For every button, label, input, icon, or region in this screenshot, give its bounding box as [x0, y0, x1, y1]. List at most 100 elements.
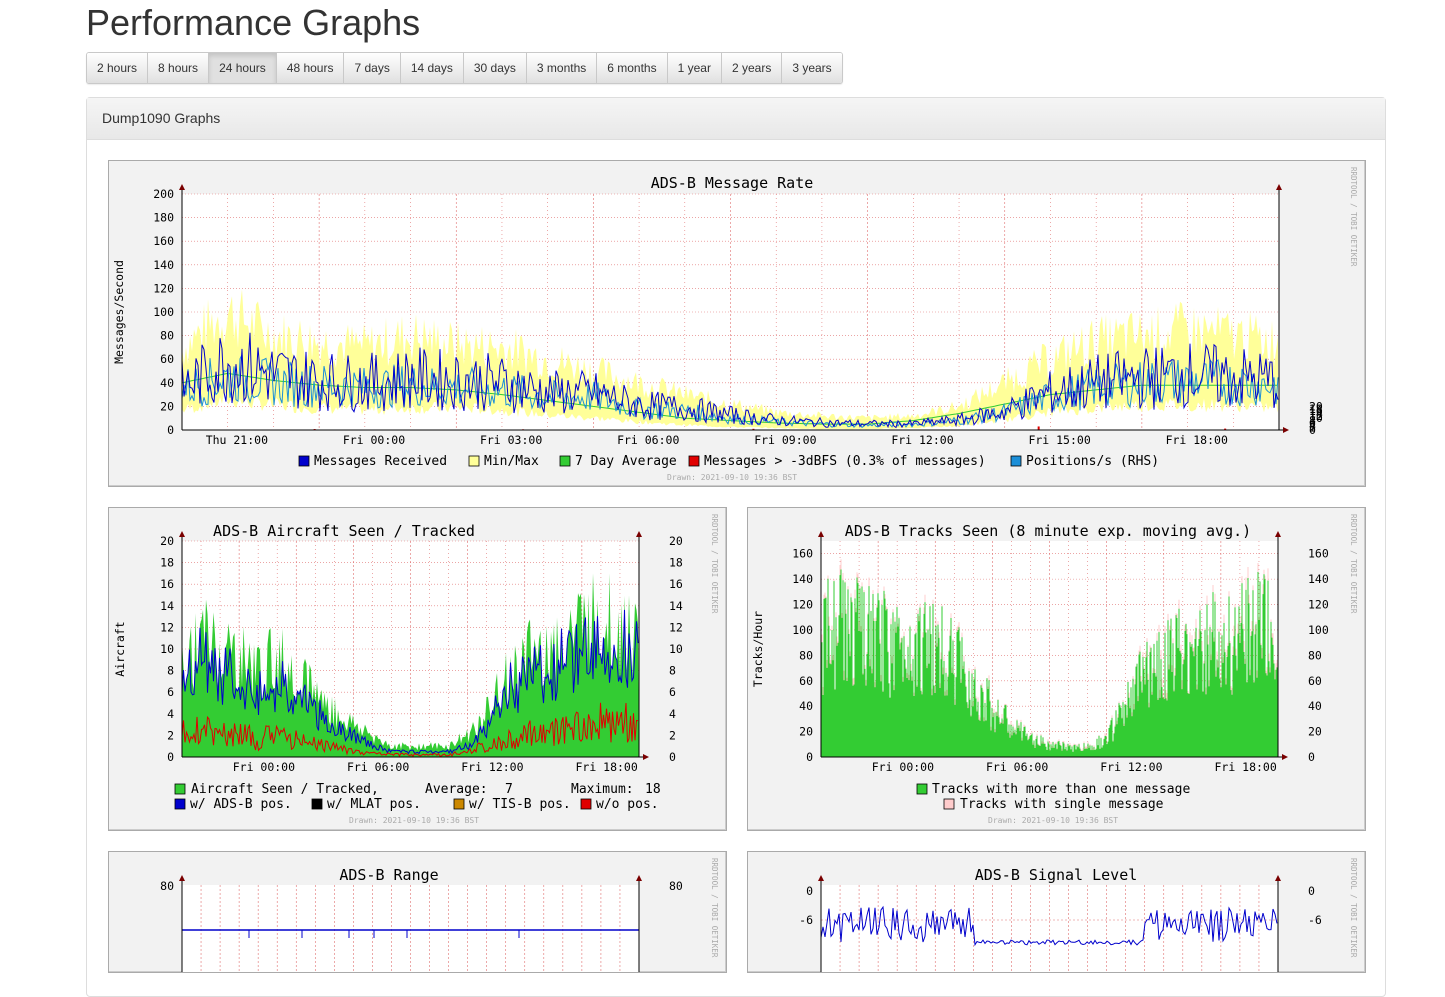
- timespan-button-group: 2 hours 8 hours 24 hours 48 hours 7 days 14 d…: [86, 52, 843, 84]
- message-rate-x-arrow: [1283, 427, 1289, 433]
- timespan-button-6-months[interactable]: 6 months: [597, 53, 668, 83]
- message-rate-y2tick: 18: [1309, 402, 1323, 416]
- timespan-button-1-year[interactable]: 1 year: [667, 53, 722, 83]
- tracks-y2tick: 100: [1308, 623, 1329, 637]
- timespan-button-8-hours[interactable]: 8 hours: [148, 53, 210, 83]
- aircraft-y2tick: 18: [669, 556, 683, 570]
- timespan-button-3-years[interactable]: 3 years: [782, 53, 842, 83]
- aircraft-y2tick: 10: [669, 642, 683, 656]
- timespan-button-48-hours[interactable]: 48 hours: [276, 53, 345, 83]
- drawn-timestamp: Drawn: 2021-09-10 19:36 BST: [667, 473, 797, 482]
- message-rate-xtick: Fri 15:00: [1028, 433, 1090, 447]
- legend-label: w/o pos.: [596, 797, 659, 812]
- message-rate-xtick: Fri 00:00: [343, 433, 405, 447]
- aircraft-ytick: 8: [167, 664, 174, 678]
- legend-swatch-1: [943, 798, 955, 810]
- message-rate-graph[interactable]: ADS-B Message Rate Messages/Second 0 20 40 60…: [108, 160, 1366, 487]
- signal-line: [820, 905, 1278, 947]
- signal-level-graph[interactable]: ADS-B Signal Level 0 -6 0 -6 RRDTOOL / TOBI O…: [747, 851, 1366, 973]
- message-rate-y2tick: 20: [1309, 399, 1323, 413]
- tracks-ytick: 60: [799, 674, 813, 688]
- tracks-ytick: 120: [792, 598, 813, 612]
- timespan-button-3-months[interactable]: 3 months: [526, 53, 598, 83]
- no-pos-line: [181, 702, 639, 757]
- signal-y-arrow: [818, 875, 824, 881]
- tracks-seen-graph[interactable]: ADS-B Tracks Seen (8 minute exp. moving …: [747, 507, 1366, 831]
- tracks-y2tick: 40: [1308, 699, 1322, 713]
- message-rate-y2tick: 10: [1309, 411, 1323, 425]
- message-rate-xtick: Fri 03:00: [480, 433, 542, 447]
- tracks-ytick: 140: [792, 572, 813, 586]
- range-ytick: 80: [160, 879, 174, 893]
- message-rate-y2tick: 2: [1309, 421, 1316, 435]
- timespan-button-30-days[interactable]: 30 days: [463, 53, 527, 83]
- aircraft-ytick: 6: [167, 685, 174, 699]
- aircraft-ytick: 16: [160, 577, 174, 591]
- message-rate-ytick: 40: [160, 376, 174, 390]
- legend-swatch-3: [688, 455, 700, 467]
- timespan-button-14-days[interactable]: 14 days: [400, 53, 464, 83]
- legend-label: w/ TIS-B pos.: [469, 797, 571, 812]
- message-rate-ytick: 160: [153, 234, 174, 248]
- aircraft-seen-graph[interactable]: ADS-B Aircraft Seen / Tracked Aircraft 0 2 4…: [108, 507, 727, 831]
- aircraft-y2tick: 14: [669, 599, 683, 613]
- message-rate-y2tick: 16: [1309, 404, 1323, 418]
- timespan-button-24-hours[interactable]: 24 hours: [209, 53, 277, 83]
- aircraft-average-label: Average:: [425, 782, 488, 797]
- aircraft-y-arrow: [179, 531, 185, 537]
- legend-swatch-2: [559, 455, 571, 467]
- tracks-ytick: 40: [799, 699, 813, 713]
- tracks-xtick: Fri 12:00: [1100, 760, 1162, 774]
- aircraft-xtick: Fri 00:00: [233, 760, 295, 774]
- signal-svg: ADS-B Signal Level 0 -6 0 -6 RRDTOOL / TOBI O…: [799, 858, 1358, 972]
- timespan-button-2-hours[interactable]: 2 hours: [87, 53, 149, 83]
- range-graph[interactable]: ADS-B Range 80 80 RRDTOOL / TOBI OETIKER: [108, 851, 727, 973]
- timespan-button-7-days[interactable]: 7 days: [344, 53, 401, 83]
- page-title: Performance Graphs: [86, 2, 421, 43]
- strong-messages-mark: [752, 428, 755, 430]
- legend-label: Positions/s (RHS): [1026, 454, 1159, 469]
- rrdtool-watermark: RRDTOOL / TOBI OETIKER: [1349, 167, 1358, 267]
- tracks-y2tick: 120: [1308, 598, 1329, 612]
- legend-swatch-aircraft: [174, 783, 186, 795]
- message-rate-title: ADS-B Message Rate: [651, 174, 814, 192]
- message-rate-ytick: 20: [160, 399, 174, 413]
- legend-swatch-3: [580, 798, 592, 810]
- aircraft-y2tick: 2: [669, 728, 676, 742]
- message-rate-y2tick: 4: [1309, 418, 1316, 432]
- aircraft-y2-arrow: [636, 531, 642, 537]
- signal-y2tick: -6: [1308, 913, 1322, 927]
- tracks-ylabel: Tracks/Hour: [751, 611, 765, 687]
- message-rate-ytick: 200: [153, 187, 174, 201]
- range-y2-arrow: [636, 875, 642, 881]
- message-rate-ytick: 0: [167, 423, 174, 437]
- aircraft-ytick: 18: [160, 556, 174, 570]
- tracks-ytick: 20: [799, 725, 813, 739]
- message-rate-y-arrow: [179, 184, 185, 190]
- message-rate-ytick: 180: [153, 211, 174, 225]
- legend-label: Min/Max: [484, 454, 539, 469]
- message-rate-y2tick: 6: [1309, 416, 1316, 430]
- aircraft-y2tick: 12: [669, 620, 683, 634]
- aircraft-title: ADS-B Aircraft Seen / Tracked: [213, 522, 475, 540]
- aircraft-x-arrow: [643, 754, 649, 760]
- tracks-xtick: Fri 00:00: [872, 760, 934, 774]
- strong-messages-mark: [1037, 426, 1040, 430]
- tracks-x-arrow: [1282, 754, 1288, 760]
- aircraft-ytick: 14: [160, 599, 174, 613]
- aircraft-maximum-value: 18: [645, 782, 661, 797]
- tracks-y2tick: 140: [1308, 572, 1329, 586]
- rrdtool-watermark: RRDTOOL / TOBI OETIKER: [710, 514, 719, 614]
- legend-swatch-0: [916, 783, 928, 795]
- legend-label: w/ ADS-B pos.: [190, 797, 292, 812]
- legend-swatch-1: [311, 798, 323, 810]
- aircraft-maximum-label: Maximum:: [571, 782, 634, 797]
- tracks-ytick: 0: [806, 750, 813, 764]
- timespan-button-2-years[interactable]: 2 years: [721, 53, 783, 83]
- aircraft-y2tick: 20: [669, 534, 683, 548]
- tracks-title: ADS-B Tracks Seen (8 minute exp. moving …: [845, 522, 1251, 540]
- tracks-y-arrow: [818, 531, 824, 537]
- message-rate-y2tick: 14: [1309, 406, 1323, 420]
- message-rate-ytick: 140: [153, 258, 174, 272]
- message-rate-ytick: 100: [153, 305, 174, 319]
